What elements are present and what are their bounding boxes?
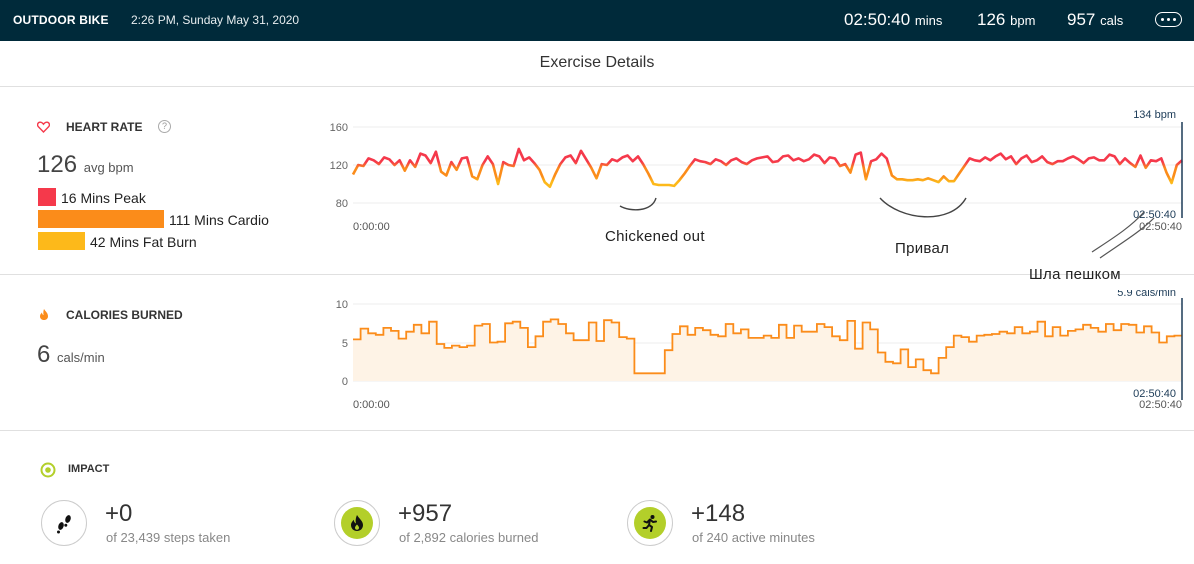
annotation-stroke: [619, 197, 657, 211]
avg-heart-rate: 126 avg bpm: [37, 151, 134, 179]
more-options-button[interactable]: [1155, 12, 1182, 27]
avg-bpm-unit: avg bpm: [83, 160, 134, 175]
handwritten-strokes: [619, 197, 1155, 259]
footsteps-icon: [57, 515, 71, 534]
annotation-stroke: [879, 197, 967, 218]
avg-bpm-value: 126: [37, 151, 78, 178]
heart-rate-label: HEART RATE: [66, 120, 143, 134]
bpm-stat: 126 bpm: [977, 10, 1035, 30]
duration-value: 02:50:40: [844, 10, 911, 29]
cals-unit: cals: [1100, 13, 1124, 28]
calories-chart[interactable]: 10 5 0 5.9 cals/min 02:50:40 0:00:00 02:…: [320, 290, 1194, 420]
calories-rate: 6 cals/min: [37, 341, 105, 369]
active-minutes-impact-circle: [627, 500, 673, 546]
calories-rate-unit: cals/min: [57, 350, 105, 365]
active-minutes-impact-badge: [634, 507, 666, 539]
cals-value: 957: [1067, 10, 1096, 29]
x-end-label: 02:50:40: [1139, 399, 1182, 411]
divider: [0, 274, 1194, 275]
heart-rate-series-line: [351, 147, 1183, 189]
annotation-stroke: [1099, 217, 1155, 259]
cardio-zone-label: 111 Mins Cardio: [169, 212, 269, 228]
y-tick-label: 120: [330, 160, 348, 172]
divider: [0, 86, 1194, 87]
calories-area: [353, 319, 1182, 381]
calories-impact-circle: [334, 500, 380, 546]
peak-zone-label: 16 Mins Peak: [61, 190, 146, 206]
cursor-value: 134 bpm: [1133, 109, 1176, 121]
annotation-text: Привал: [895, 240, 950, 257]
flame-icon: [351, 515, 363, 531]
help-icon[interactable]: ?: [158, 120, 171, 133]
duration-unit: mins: [914, 13, 943, 28]
y-tick-label: 80: [336, 198, 348, 210]
steps-impact-value: +0: [105, 500, 133, 527]
impact-label: IMPACT: [68, 463, 110, 475]
calories-series-line: [353, 318, 1182, 375]
annotation-text: Chickened out: [605, 228, 705, 245]
peak-zone-bar: [38, 188, 56, 206]
flame-icon: [40, 309, 48, 320]
x-end-label: 02:50:40: [1139, 221, 1182, 233]
target-icon: [40, 462, 56, 478]
activity-datetime: 2:26 PM, Sunday May 31, 2020: [131, 13, 300, 27]
cursor-time: 02:50:40: [1133, 388, 1176, 400]
annotation-stroke: [1091, 211, 1145, 253]
y-tick-label: 0: [342, 376, 348, 388]
divider: [0, 430, 1194, 431]
more-dot-icon: [1161, 18, 1164, 21]
cals-stat: 957 cals: [1067, 10, 1123, 30]
bpm-value: 126: [977, 10, 1006, 29]
activity-name: OUTDOOR BIKE: [13, 13, 109, 27]
y-tick-label: 5: [342, 338, 348, 350]
steps-impact-circle: [41, 500, 87, 546]
annotation-text: Шла пешком: [1029, 266, 1121, 283]
duration-stat: 02:50:40 mins: [844, 10, 942, 30]
x-start-label: 0:00:00: [353, 221, 390, 233]
fatburn-zone-bar: [38, 232, 85, 250]
fatburn-zone-label: 42 Mins Fat Burn: [90, 234, 197, 250]
heart-rate-chart[interactable]: 160 120 80 134 bpm 02:50:40 0:00:00 02:5…: [320, 100, 1194, 250]
bpm-unit: bpm: [1010, 13, 1036, 28]
page-title: Exercise Details: [539, 54, 655, 71]
y-tick-label: 160: [330, 122, 348, 134]
active-minutes-impact-value: +148: [691, 500, 746, 527]
calories-rate-value: 6: [37, 341, 51, 368]
calories-impact-subtitle: of 2,892 calories burned: [399, 530, 539, 545]
calories-label: CALORIES BURNED: [66, 308, 183, 322]
cursor-value: 5.9 cals/min: [1117, 290, 1176, 299]
steps-impact-subtitle: of 23,439 steps taken: [106, 530, 231, 545]
active-minutes-impact-subtitle: of 240 active minutes: [692, 530, 815, 545]
cardio-zone-bar: [38, 210, 164, 228]
calories-impact-badge: [341, 507, 373, 539]
more-dot-icon: [1167, 18, 1170, 21]
heart-icon: [37, 121, 50, 133]
more-dot-icon: [1173, 18, 1176, 21]
calories-impact-value: +957: [398, 500, 453, 527]
y-tick-label: 10: [336, 299, 348, 311]
runner-icon: [642, 515, 657, 532]
top-bar: OUTDOOR BIKE 2:26 PM, Sunday May 31, 202…: [0, 0, 1194, 41]
x-start-label: 0:00:00: [353, 399, 390, 411]
